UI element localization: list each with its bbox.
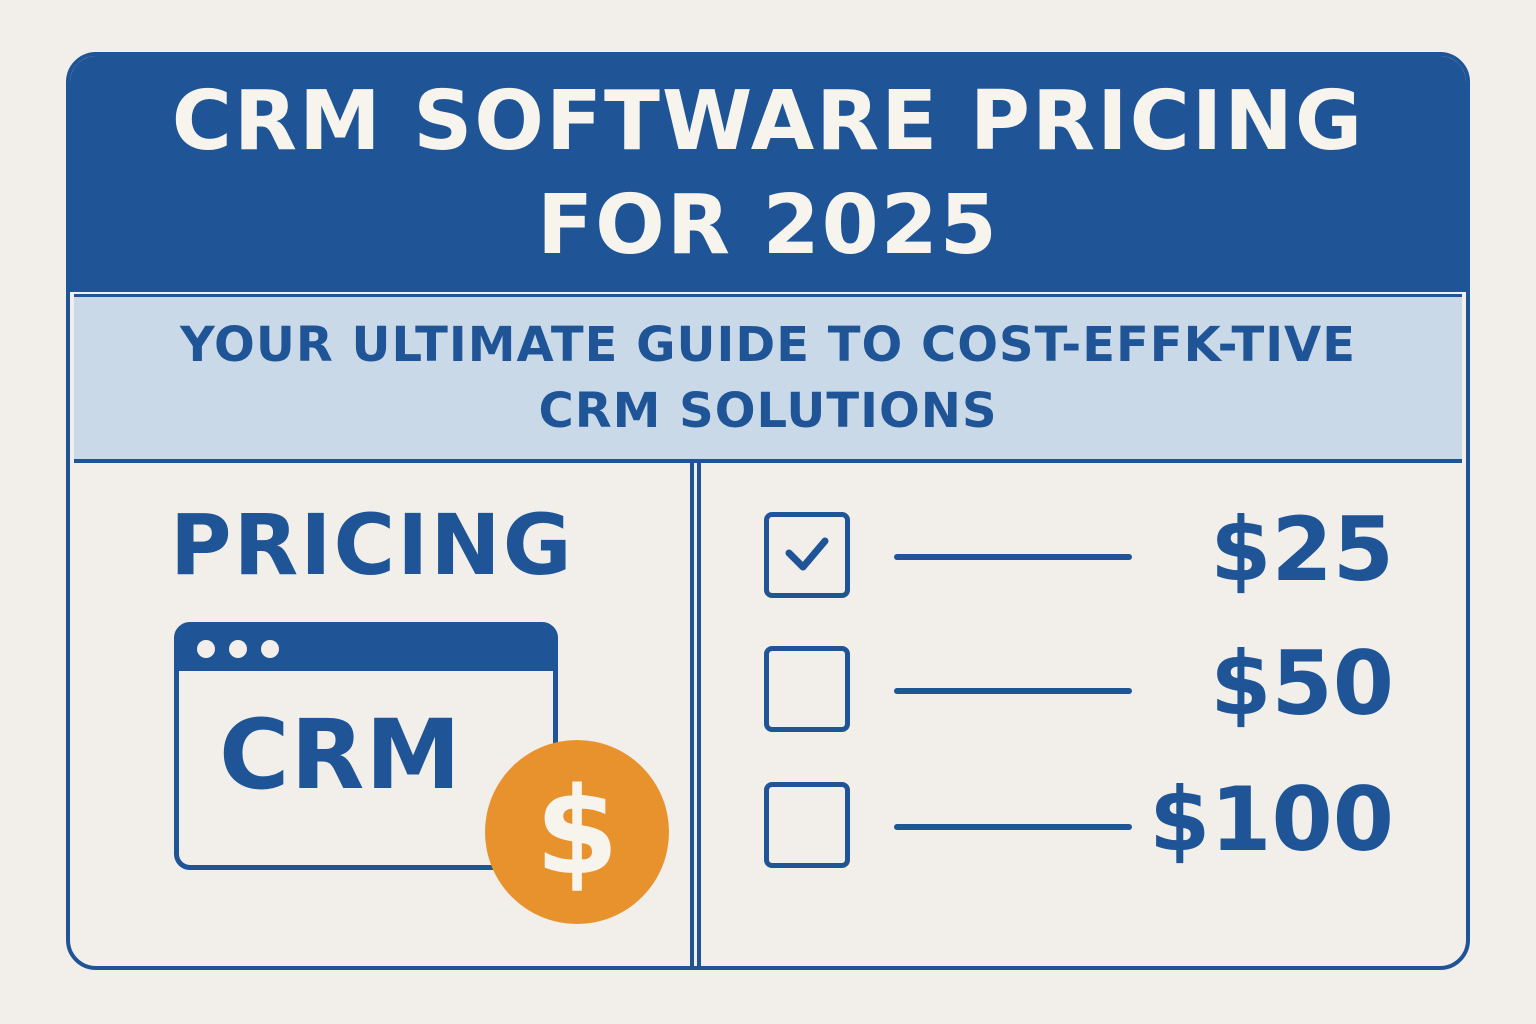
window-dot-icon bbox=[261, 640, 279, 658]
subtitle-banner: YOUR ULTIMATE GUIDE TO COST-EFFK-TIVE CR… bbox=[74, 294, 1462, 463]
plan-checkbox[interactable] bbox=[764, 782, 850, 868]
dollar-sign: $ bbox=[535, 762, 619, 902]
plan-row: $25 bbox=[764, 498, 1424, 601]
plan-row: $100 bbox=[764, 768, 1424, 871]
browser-title-bar bbox=[179, 627, 553, 671]
plan-price: $25 bbox=[1210, 498, 1394, 601]
browser-window-icon: CRM bbox=[174, 622, 558, 870]
page-title: CRM SOFTWARE PRICING FOR 2025 bbox=[171, 74, 1365, 273]
pricing-heading: PRICING bbox=[170, 496, 574, 594]
plan-checkbox[interactable] bbox=[764, 646, 850, 732]
plan-price: $50 bbox=[1210, 632, 1394, 735]
header-banner: CRM SOFTWARE PRICING FOR 2025 bbox=[70, 56, 1466, 292]
plan-line bbox=[894, 554, 1132, 560]
dollar-coin-icon: $ bbox=[485, 740, 669, 924]
plan-line bbox=[894, 688, 1132, 694]
plan-row: $50 bbox=[764, 632, 1424, 735]
pricing-card: CRM SOFTWARE PRICING FOR 2025 YOUR ULTIM… bbox=[66, 52, 1470, 970]
window-dot-icon bbox=[197, 640, 215, 658]
checkmark-icon bbox=[785, 537, 829, 571]
crm-label: CRM bbox=[219, 699, 462, 811]
column-divider bbox=[690, 461, 694, 966]
window-dot-icon bbox=[229, 640, 247, 658]
plan-line bbox=[894, 824, 1132, 830]
plan-price: $100 bbox=[1149, 768, 1394, 871]
plan-checkbox-checked[interactable] bbox=[764, 512, 850, 598]
subtitle: YOUR ULTIMATE GUIDE TO COST-EFFK-TIVE CR… bbox=[180, 317, 1356, 439]
